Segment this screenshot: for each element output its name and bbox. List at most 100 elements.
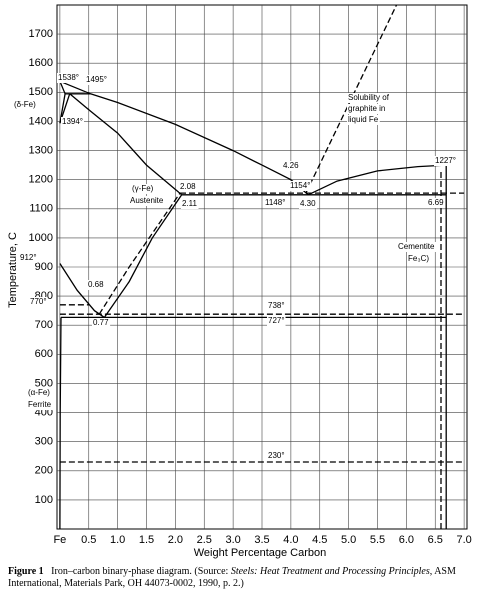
annotation: 770° (30, 297, 47, 306)
annotation-bg (347, 115, 380, 125)
x-tick-label: 6.0 (399, 534, 414, 546)
annotation-bg (129, 196, 165, 206)
x-axis-label: Weight Percentage Carbon (194, 547, 327, 559)
annotation-bg (397, 242, 437, 252)
y-tick-label: 100 (35, 494, 53, 506)
annotation: 2.08 (180, 182, 196, 191)
annotation: Fe₃C) (408, 254, 429, 263)
caption-text: Iron–carbon binary-phase diagram. (Sourc… (51, 566, 231, 577)
x-tick-label: 6.5 (428, 534, 443, 546)
phase-boundary (307, 164, 447, 196)
annotation-bg (264, 198, 287, 208)
annotation: (γ-Fe) (132, 184, 154, 193)
annotation-bg (27, 400, 53, 410)
phase-boundary (69, 93, 183, 196)
annotation: Ferrite (28, 400, 52, 409)
annotation-bg (61, 117, 84, 127)
annotation-bg (407, 254, 431, 264)
x-tick-label: 3.0 (225, 534, 240, 546)
annotation-bg (179, 182, 198, 192)
annotation-bg (87, 280, 106, 290)
y-tick-label: 1200 (29, 174, 53, 186)
phase-boundary (98, 192, 181, 315)
annotation: 4.30 (300, 199, 316, 208)
phase-boundary (59, 80, 309, 196)
phase-boundary (103, 194, 183, 318)
y-tick-label: 900 (35, 261, 53, 273)
annotation-bg (347, 104, 387, 114)
y-axis-label: Temperature, C (7, 232, 19, 308)
annotation-bg (19, 253, 38, 263)
x-tick-label: 1.0 (110, 534, 125, 546)
annotation: 1154° (290, 181, 310, 190)
x-tick-label: 2.5 (197, 534, 212, 546)
caption: Figure 1 Iron–carbon binary-phase diagra… (8, 566, 488, 590)
annotation-bg (267, 451, 286, 461)
x-tick-label: 4.0 (283, 534, 298, 546)
annotation-bg (289, 181, 312, 191)
annotation: 912° (20, 253, 37, 262)
x-tick-label: 7.0 (456, 534, 471, 546)
y-tick-label: 200 (35, 465, 53, 477)
annotation: 1495° (86, 75, 107, 84)
annotation-bg (434, 156, 457, 166)
y-tick-label: 300 (35, 436, 53, 448)
y-tick-label: 1700 (29, 28, 53, 40)
phase-boundary (59, 317, 62, 530)
annotation: 6.69 (428, 198, 444, 207)
annotation: 727° (268, 316, 285, 325)
annotation: graphite in (348, 104, 385, 113)
x-tick-label: 2.0 (168, 534, 183, 546)
annotation-bg (299, 199, 318, 209)
x-tick-label: 4.5 (312, 534, 327, 546)
annotation: Cementite (398, 242, 435, 251)
annotation-bg (347, 93, 391, 103)
annotation: 738° (268, 301, 285, 310)
annotation-bg (57, 73, 80, 83)
annotation: 4.26 (283, 161, 299, 170)
x-tick-label: Fe (53, 534, 66, 546)
annotation: 1538° (58, 73, 79, 82)
annotation: 230° (268, 451, 285, 460)
annotation-bg (85, 75, 108, 85)
y-tick-label: 500 (35, 377, 53, 389)
annotation-bg (282, 161, 301, 171)
x-tick-label: 5.5 (370, 534, 385, 546)
phase-boundary (59, 263, 105, 318)
annotation-bg (92, 318, 111, 328)
x-tick-label: 5.0 (341, 534, 356, 546)
annotation: (α-Fe) (28, 388, 50, 397)
x-tick-label: 1.5 (139, 534, 154, 546)
y-tick-label: 600 (35, 348, 53, 360)
caption-source-title: Steels: Heat Treatment and Processing Pr… (230, 566, 430, 577)
annotation: 2.11 (182, 199, 198, 208)
annotation: Austenite (130, 196, 164, 205)
annotation-bg (13, 100, 38, 110)
y-tick-label: 1300 (29, 144, 53, 156)
annotation: 1148° (265, 198, 285, 207)
annotation-bg (29, 297, 48, 307)
annotation: (δ-Fe) (14, 100, 36, 109)
y-tick-label: 1600 (29, 57, 53, 69)
y-tick-label: 1100 (29, 203, 53, 215)
y-tick-label: 1400 (29, 115, 53, 127)
annotation-bg (267, 301, 286, 311)
annotation-bg (427, 198, 446, 208)
annotation-bg (131, 184, 155, 194)
annotation-bg (181, 199, 199, 209)
x-tick-label: 3.5 (254, 534, 269, 546)
annotation: 0.77 (93, 318, 109, 327)
annotation: liquid Fe (348, 115, 379, 124)
annotation: Solubility of (348, 93, 390, 102)
chart: Weight Percentage Carbon Temperature, C … (7, 4, 472, 559)
y-tick-label: 700 (35, 319, 53, 331)
caption-source: , ASM International, Materials Park, OH … (8, 566, 456, 589)
y-tick-label: 1500 (29, 86, 53, 98)
annotation: 0.68 (88, 280, 104, 289)
y-tick-label: 1000 (29, 232, 53, 244)
annotation: 1394° (62, 117, 83, 126)
annotation-bg (27, 388, 52, 398)
caption-label: Figure 1 (8, 566, 44, 577)
annotation-bg (267, 316, 286, 326)
